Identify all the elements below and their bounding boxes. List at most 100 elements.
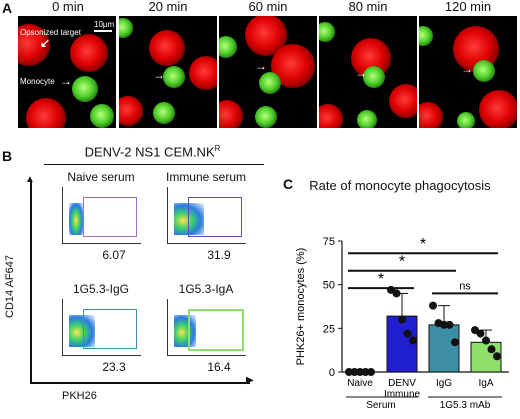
bar: [428, 324, 460, 373]
flow-plot-title-igg: 1G5.3-IgG: [72, 282, 130, 296]
target-cell: [319, 104, 343, 128]
y-axis-arrow-line: [30, 182, 32, 382]
target-cell: [149, 30, 185, 66]
x-tick-label: IgG: [436, 378, 452, 389]
flow-x-label: PKH26: [62, 390, 97, 402]
flow-panel-title: DENV-2 NS1 CEM.NKR: [84, 144, 221, 160]
monocyte-cell: [473, 60, 495, 82]
gate-box: [188, 309, 244, 351]
flow-plot-title-iga: 1G5.3-IgA: [178, 282, 234, 296]
panel-b-letter: B: [2, 148, 13, 164]
timepoint-label-0: 0 min: [52, 0, 84, 14]
x-tick-label: Naive: [347, 378, 373, 389]
data-point: [350, 368, 359, 376]
data-point: [476, 329, 485, 338]
scatter-density: [69, 315, 95, 347]
gate-box: [188, 197, 242, 237]
significance-label: *: [399, 254, 405, 271]
bar-chart: 0 25 50 75 PHK26+ monocytes (%) Naive DENVImmu…: [295, 236, 509, 411]
timepoint-label-2: 60 min: [248, 0, 288, 14]
scale-bar: [94, 30, 112, 32]
y-tick-label: 50: [323, 280, 335, 292]
target-cell: [119, 96, 143, 126]
microscopy-frame-120min: →: [419, 16, 517, 128]
monocyte-cell: [119, 18, 133, 38]
arrow-icon: →: [461, 62, 473, 76]
panel-a-letter: A: [2, 0, 13, 16]
data-point: [367, 368, 375, 376]
flow-plot-title-naive: Naive serum: [67, 170, 135, 184]
scatter-density: [174, 203, 204, 235]
x-tick-label: IgA: [478, 378, 493, 389]
monocyte-cell: [259, 72, 281, 94]
data-point: [409, 336, 417, 345]
data-point: [440, 320, 448, 329]
data-point: [451, 338, 459, 347]
data-point: [361, 368, 370, 376]
significance-label: *: [420, 236, 426, 253]
target-cell: [189, 56, 217, 90]
data-point: [445, 320, 454, 329]
y-axis-label: PHK26+ monocytes (%): [295, 248, 307, 366]
flow-value-igg: 23.3: [102, 360, 126, 374]
microscopy-frame-0min: Opsonized target ↙ Monocyte → 10μm: [18, 16, 116, 128]
target-cell: [389, 84, 417, 118]
microscopy-frame-20min: →: [119, 16, 217, 128]
arrow-up-icon: ▲: [25, 174, 35, 185]
microscopy-frame-80min: →: [319, 16, 417, 128]
flow-plot-title-immune: Immune serum: [165, 170, 247, 184]
monocyte-cell: [255, 106, 277, 128]
group-label-mab: 1G5.3 mAb: [440, 400, 491, 411]
arrow-icon: →: [355, 66, 367, 80]
monocyte-cell: [319, 22, 335, 42]
data-point: [482, 336, 490, 345]
data-point: [398, 315, 406, 324]
scale-bar-label: 10μm: [94, 20, 115, 29]
arrow-icon: →: [255, 59, 267, 73]
monocyte-cell: [219, 36, 237, 58]
flow-plot-igg: [62, 299, 141, 356]
target-cell: [26, 98, 66, 128]
monocyte-cell: [363, 66, 385, 88]
data-point: [487, 345, 496, 354]
monocyte-cell: [457, 112, 475, 128]
flow-y-label: CD14 AF647: [4, 255, 16, 318]
flow-plot-iga: [167, 299, 246, 356]
monocyte-cell: [90, 104, 114, 128]
flow-plot-immune: [167, 187, 246, 244]
data-point: [429, 301, 437, 310]
arrow-right-icon: ▶: [246, 375, 254, 386]
monocyte-cell: [72, 76, 98, 102]
monocyte-cell: [163, 66, 185, 88]
monocyte-cell: [419, 26, 433, 46]
data-point: [493, 352, 501, 361]
scatter-density: [174, 315, 196, 347]
target-cell: [419, 102, 443, 128]
target-cell: [219, 100, 243, 128]
scatter-density: [69, 203, 83, 235]
monocyte-label: Monocyte: [20, 77, 55, 86]
gate-box: [83, 197, 137, 237]
flow-value-immune: 31.9: [207, 248, 231, 262]
y-tick-label: 0: [329, 367, 335, 379]
flow-plot-naive: [62, 187, 141, 244]
flow-value-naive: 6.07: [102, 248, 126, 262]
x-tick-label: Immune: [384, 389, 421, 400]
arrow-icon: →: [153, 68, 165, 82]
microscopy-frame-60min: →: [219, 16, 317, 128]
opsonized-target-label: Opsonized target: [20, 28, 81, 37]
significance-label: ns: [459, 280, 471, 292]
monocyte-cell: [153, 102, 175, 124]
target-cell: [479, 90, 517, 128]
data-point: [392, 289, 401, 298]
arrow-icon: ↙: [40, 36, 51, 50]
group-label-serum: Serum: [366, 400, 395, 411]
timepoint-label-3: 80 min: [348, 0, 388, 14]
arrow-icon: →: [60, 74, 72, 88]
title-underline: [44, 164, 264, 165]
gate-box: [83, 309, 137, 349]
x-tick-label: DENV: [388, 378, 416, 389]
data-point: [356, 368, 364, 376]
y-tick-label: 25: [323, 323, 335, 335]
data-point: [403, 329, 412, 338]
